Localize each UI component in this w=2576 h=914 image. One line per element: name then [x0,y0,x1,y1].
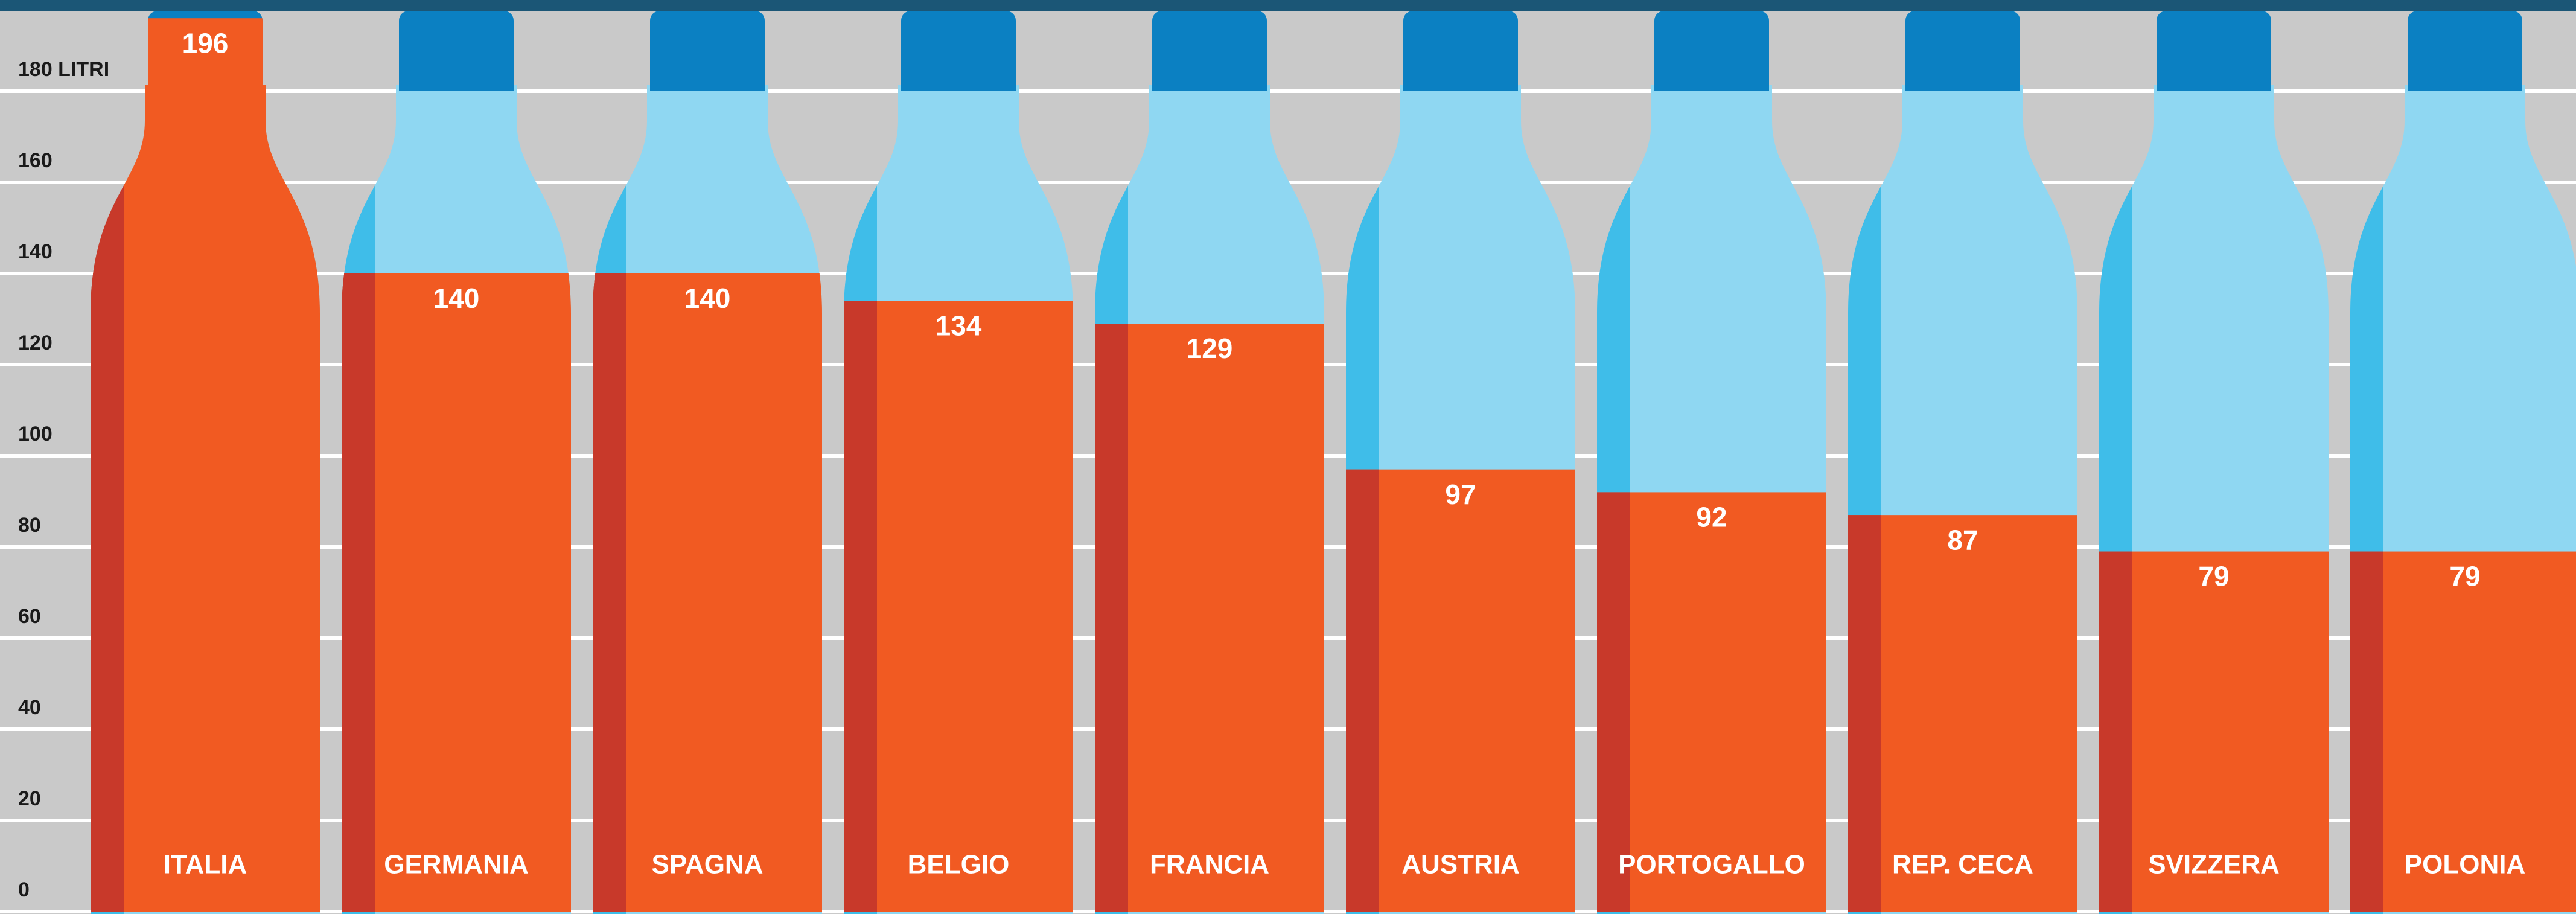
y-tick-label: 60 [18,605,41,628]
y-tick-label: 20 [18,787,41,810]
bottle-cap [1152,0,1267,91]
data-label: 196 [182,27,229,59]
top-band [0,0,2576,11]
bar-shade [1346,470,1379,912]
bottle-cap [2408,0,2522,91]
bar-shade [1597,492,1630,912]
y-tick-label: 180 LITRI [18,58,109,81]
bottle-cap [1905,0,2020,91]
x-tick-label: FRANCIA [1150,850,1269,880]
data-label: 97 [1445,479,1476,510]
bar [1346,470,1575,912]
data-label: 79 [2449,561,2480,592]
x-tick-label: POLONIA [2405,850,2525,880]
y-tick-label: 100 [18,423,53,446]
bar-shade [1848,515,1881,912]
data-label: 134 [936,310,982,341]
bar-shade [593,273,626,912]
data-label: 92 [1696,502,1727,533]
bottle-cap [399,0,514,91]
data-label: 129 [1187,333,1233,364]
data-label: 140 [684,283,731,314]
bottle-cap [1403,0,1518,91]
data-label: 140 [433,283,480,314]
x-tick-label: PORTOGALLO [1618,850,1805,880]
y-tick-label: 80 [18,514,41,537]
bottle-cap [2157,0,2271,91]
y-tick-label: 160 [18,149,53,172]
x-tick-label: GERMANIA [384,850,529,880]
bottle-cap [1654,0,1769,91]
x-tick-label: SPAGNA [652,850,764,880]
chart: 0 20 40 60 80 100 120 140 160 180 LITRI 196 ITALIA 1… [0,0,2576,914]
bar [342,273,571,912]
bar-shade [2350,552,2383,912]
bottle-cap [650,0,765,91]
bar [593,273,822,912]
x-tick-label: BELGIO [908,850,1010,880]
x-tick-label: ITALIA [164,850,247,880]
y-tick-label: 40 [18,696,41,719]
bottle-cap [901,0,1016,91]
bar [844,301,1073,912]
bar [1095,324,1324,912]
bar-shade [342,273,375,912]
bar [1597,492,1826,912]
data-label: 79 [2198,561,2229,592]
x-tick-label: REP. CECA [1892,850,2033,880]
data-label: 87 [1947,524,1978,555]
bar-shade [844,301,877,912]
bar-shade [2099,552,2132,912]
y-tick-label: 0 [18,878,30,901]
page: {"chart_data": {"type": "bar", "categori… [0,0,2576,914]
x-tick-label: AUSTRIA [1401,850,1520,880]
x-tick-label: SVIZZERA [2148,850,2280,880]
bar-shade [1095,324,1128,912]
y-tick-label: 120 [18,331,53,354]
y-tick-label: 140 [18,240,53,263]
